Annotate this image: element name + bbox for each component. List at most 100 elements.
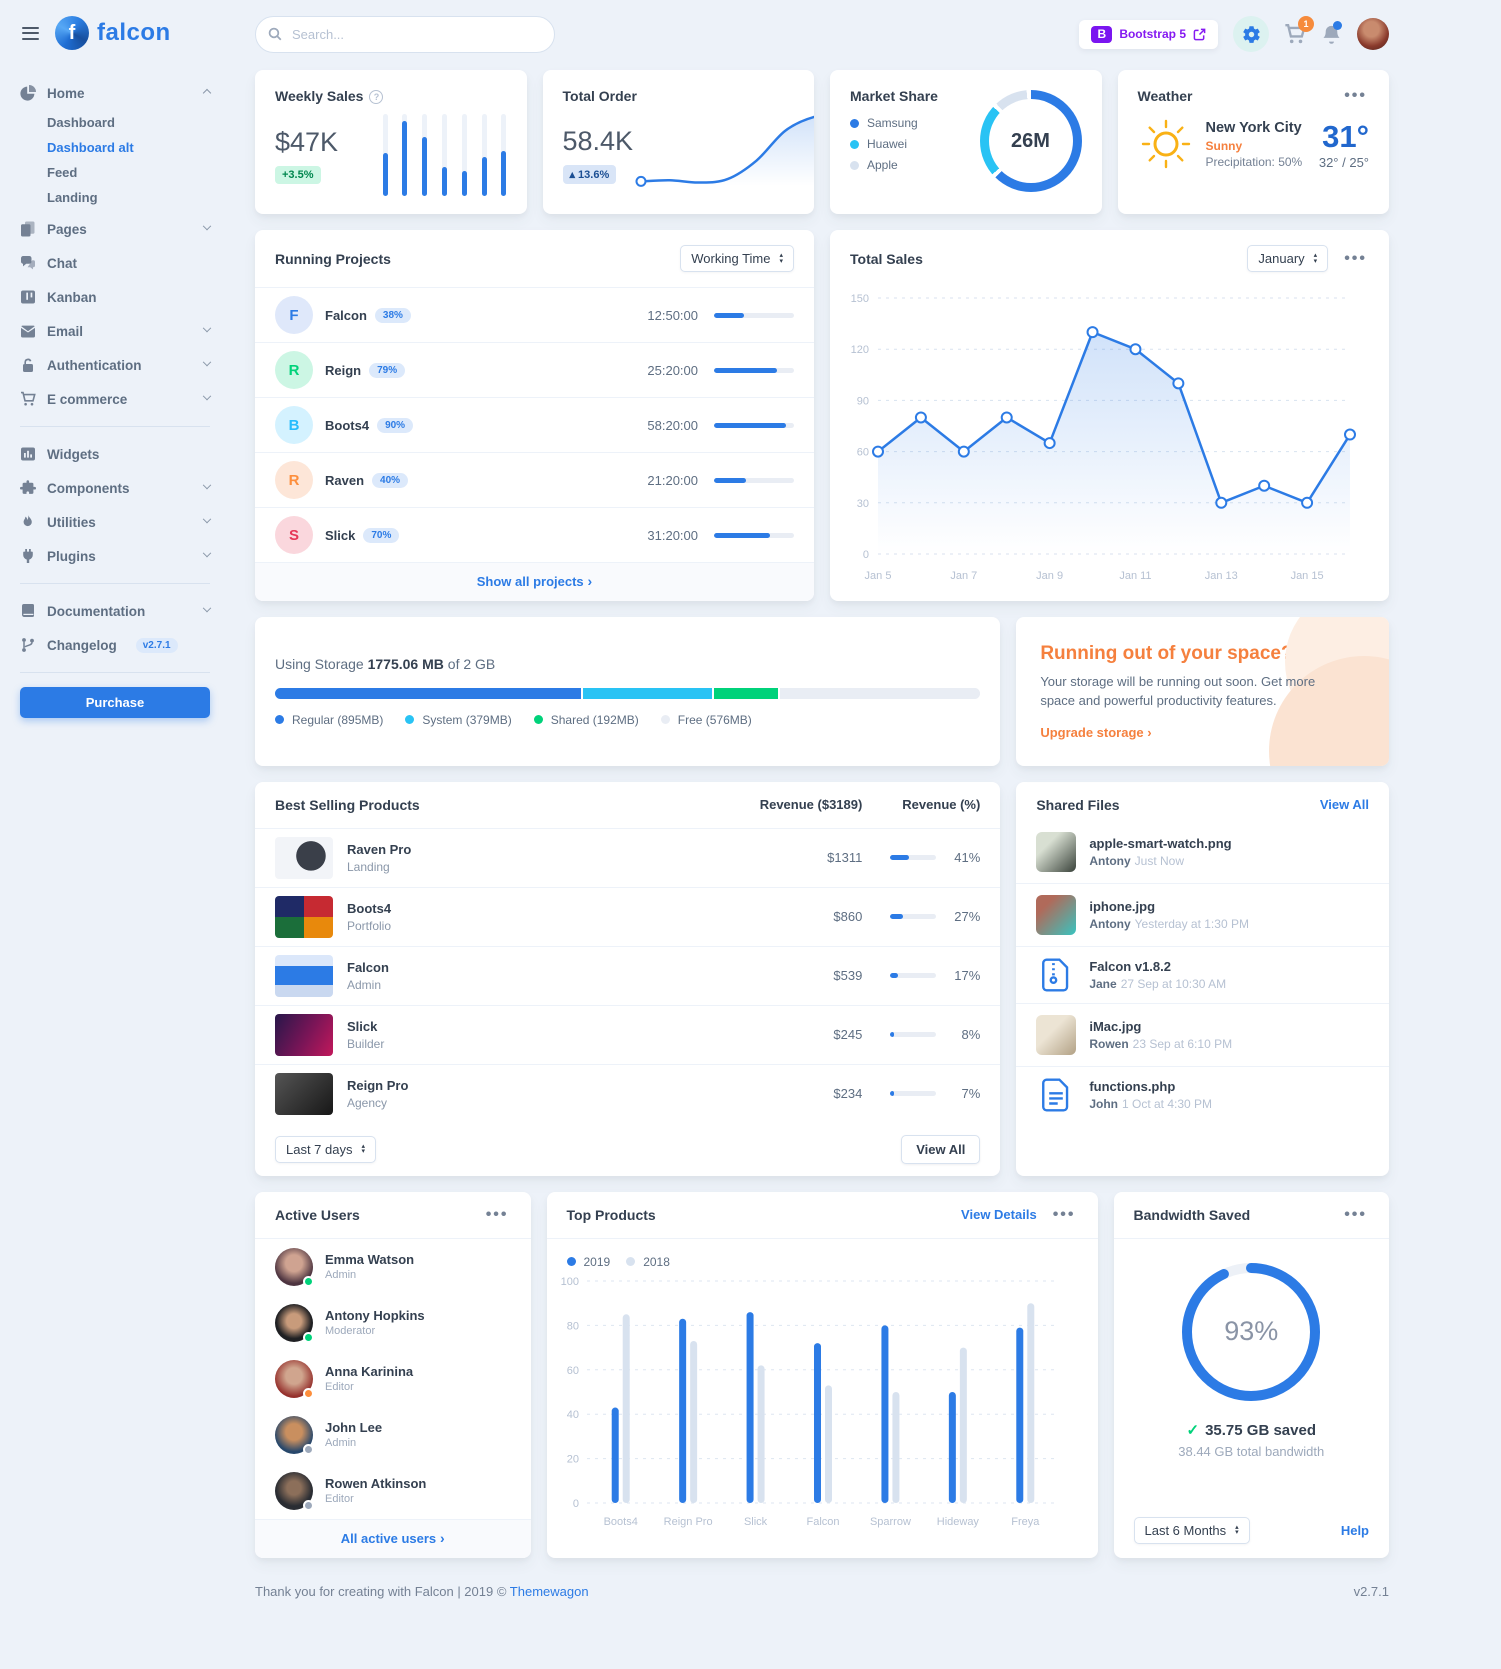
- weekly-sales-value: $47K: [275, 126, 339, 157]
- sidebar-item-documentation[interactable]: Documentation: [20, 594, 218, 628]
- bandwidth-saved: 35.75 GB saved: [1205, 1421, 1316, 1439]
- file-name[interactable]: Falcon v1.8.2: [1089, 958, 1171, 974]
- card-menu-icon[interactable]: [1342, 251, 1369, 267]
- space-body: Your storage will be running out soon. G…: [1040, 674, 1316, 708]
- best-selling-title: Best Selling Products: [275, 796, 420, 813]
- brand-logo[interactable]: f falcon: [55, 16, 171, 50]
- storage-used: 1775.06 MB: [367, 655, 444, 672]
- weekly-sales-title: Weekly Sales: [275, 88, 364, 104]
- user-avatar[interactable]: [1357, 18, 1389, 50]
- sidebar-item-widgets[interactable]: Widgets: [20, 437, 218, 471]
- project-percent-badge: 38%: [374, 307, 411, 323]
- page-footer: Thank you for creating with Falcon | 201…: [255, 1584, 1389, 1599]
- project-name[interactable]: Boots4: [325, 417, 370, 433]
- project-name[interactable]: Falcon: [325, 307, 367, 323]
- notifications-button[interactable]: [1321, 20, 1342, 45]
- sidebar-item-components[interactable]: Components: [20, 471, 218, 505]
- sidebar-item-home[interactable]: Home: [20, 76, 218, 110]
- date-range-select[interactable]: Last 7 days: [275, 1135, 377, 1163]
- search-box: [255, 15, 555, 53]
- cart-button[interactable]: 1: [1284, 16, 1314, 45]
- user-name[interactable]: Anna Karinina: [325, 1364, 414, 1380]
- product-name[interactable]: Reign Pro: [347, 1077, 409, 1093]
- settings-button[interactable]: [1233, 16, 1269, 52]
- sidebar-item-feed[interactable]: Feed: [47, 165, 78, 180]
- file-name[interactable]: iMac.jpg: [1089, 1018, 1142, 1034]
- working-time-select[interactable]: Working Time: [680, 245, 794, 272]
- project-name[interactable]: Reign: [325, 362, 362, 378]
- project-name[interactable]: Slick: [325, 527, 356, 543]
- avatar: [275, 1247, 314, 1287]
- sidebar-item-utilities[interactable]: Utilities: [20, 505, 218, 539]
- chevron-down-icon: [202, 603, 212, 613]
- user-name[interactable]: Rowen Atkinson: [325, 1476, 427, 1492]
- plug-icon: [20, 548, 36, 564]
- sidebar-item-plugins[interactable]: Plugins: [20, 539, 218, 573]
- card-menu-icon[interactable]: [1051, 1207, 1078, 1223]
- sidebar-item-email[interactable]: Email: [20, 314, 218, 348]
- top-products-chart: 0 20 40 60 80 100 Boots4 Reign Pro Slick Falcon Sp…: [547, 1269, 1098, 1535]
- product-name[interactable]: Raven Pro: [347, 841, 412, 857]
- weather-precipitation: Precipitation: 50%: [1205, 154, 1303, 169]
- sidebar-item-pages[interactable]: Pages: [20, 212, 218, 246]
- file-name[interactable]: apple-smart-watch.png: [1089, 835, 1232, 851]
- sidebar-item-ecommerce[interactable]: E commerce: [20, 382, 218, 416]
- svg-text:Slick: Slick: [743, 1516, 767, 1528]
- column-header-percent: Revenue (%): [902, 797, 981, 813]
- shopping-cart-icon: [20, 391, 36, 407]
- sidebar-item-landing[interactable]: Landing: [47, 190, 98, 205]
- view-details-link[interactable]: View Details: [961, 1207, 1037, 1223]
- sidebar-item-chat[interactable]: Chat: [20, 246, 218, 280]
- svg-text:40: 40: [566, 1409, 578, 1421]
- weather-condition: Sunny: [1205, 138, 1243, 153]
- file-name[interactable]: iphone.jpg: [1089, 898, 1156, 914]
- card-menu-icon[interactable]: [1342, 1207, 1369, 1223]
- show-all-projects-link[interactable]: Show all projects: [477, 574, 592, 589]
- month-select[interactable]: January: [1247, 245, 1329, 272]
- user-name[interactable]: Emma Watson: [325, 1252, 415, 1268]
- file-row: iMac.jpg Rowen 23 Sep at 6:10 PM: [1016, 1004, 1389, 1067]
- weekly-sales-card: Weekly Sales? $47K +3.5%: [255, 70, 527, 214]
- sidebar-item-authentication[interactable]: Authentication: [20, 348, 218, 382]
- project-progress: [714, 477, 794, 483]
- chevron-down-icon: [202, 548, 212, 558]
- project-name[interactable]: Raven: [325, 472, 365, 488]
- code-branch-icon: [20, 637, 36, 653]
- view-all-button[interactable]: View All: [901, 1134, 981, 1164]
- home-submenu: Dashboard Dashboard alt Feed Landing: [20, 110, 218, 210]
- themewagon-link[interactable]: Themewagon: [509, 1583, 589, 1599]
- user-name[interactable]: John Lee: [325, 1420, 383, 1436]
- sidebar-item-dashboard-alt[interactable]: Dashboard alt: [47, 140, 134, 155]
- help-icon[interactable]: ?: [369, 90, 384, 104]
- help-link[interactable]: Help: [1340, 1522, 1369, 1538]
- user-name[interactable]: Antony Hopkins: [325, 1308, 425, 1324]
- product-name[interactable]: Slick: [347, 1018, 378, 1034]
- product-name[interactable]: Boots4: [347, 900, 392, 916]
- product-row: Boots4 Portfolio $860 27%: [255, 888, 1001, 947]
- chevron-down-icon: [202, 391, 212, 401]
- falcon-logo-icon: f: [55, 16, 89, 50]
- product-name[interactable]: Falcon: [347, 959, 389, 975]
- period-select[interactable]: Last 6 Months: [1133, 1516, 1250, 1544]
- card-menu-icon[interactable]: [1342, 88, 1369, 104]
- file-name[interactable]: functions.php: [1089, 1078, 1176, 1094]
- sidebar-item-changelog[interactable]: Changelog v2.7.1: [20, 628, 218, 662]
- upgrade-storage-link[interactable]: Upgrade storage: [1040, 725, 1365, 740]
- all-active-users-link[interactable]: All active users: [341, 1531, 445, 1546]
- bandwidth-title: Bandwidth Saved: [1133, 1206, 1251, 1223]
- purchase-button[interactable]: Purchase: [20, 687, 210, 718]
- chevron-down-icon: [202, 357, 212, 367]
- sort-caret-icon: [362, 1144, 366, 1155]
- bootstrap-badge[interactable]: B Bootstrap 5: [1079, 19, 1218, 49]
- sidebar-item-kanban[interactable]: Kanban: [20, 280, 218, 314]
- hamburger-menu-icon[interactable]: [20, 23, 41, 44]
- project-time: 31:20:00: [647, 527, 698, 543]
- storage-segment: [713, 687, 780, 699]
- pages-icon: [20, 221, 36, 237]
- search-input[interactable]: [255, 15, 555, 53]
- weather-title: Weather: [1137, 88, 1193, 104]
- view-all-link[interactable]: View All: [1319, 797, 1369, 813]
- footer-text: Thank you for creating with Falcon | 201…: [255, 1583, 589, 1599]
- card-menu-icon[interactable]: [484, 1207, 511, 1223]
- sidebar-item-dashboard[interactable]: Dashboard: [47, 115, 115, 130]
